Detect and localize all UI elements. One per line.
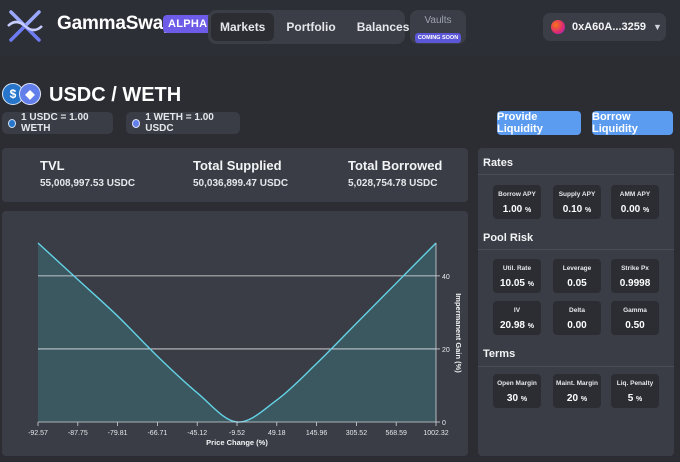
- pair-token-icons: $ ◆: [2, 83, 42, 105]
- vaults-label: Vaults: [424, 15, 452, 26]
- card-value: 0.00: [567, 320, 587, 331]
- card-value: 0.50: [625, 320, 645, 331]
- total-borrowed-label: Total Borrowed: [348, 158, 443, 173]
- delta-card: Delta 0.00: [553, 301, 601, 335]
- impermanent-gain-chart-panel: -92.57 -87.75 -79.81 -66.71 -45.12 -9.52 49.18…: [2, 211, 468, 456]
- weth-small-icon: [132, 118, 141, 128]
- usdc-weth-rate-chip: 1 USDC = 1.00 WETH: [2, 112, 113, 134]
- util-rate-card: Util. Rate 10.05 %: [493, 259, 541, 293]
- terms-heading: Terms: [483, 348, 516, 360]
- top-navigation-bar: GammaSwap ALPHA Markets Portfolio Balanc…: [0, 0, 680, 56]
- x-tick-label: 568.59: [385, 430, 407, 437]
- card-label: IV: [513, 307, 521, 314]
- supply-apy-card: Supply APY 0.10 %: [553, 185, 601, 219]
- total-supplied-label: Total Supplied: [193, 158, 282, 173]
- strike-px-card: Strike Px 0.9998: [611, 259, 659, 293]
- y-tick-label: 40: [442, 274, 450, 281]
- y-tick-label: 20: [442, 347, 450, 354]
- x-axis-label: Price Change (%): [206, 438, 268, 447]
- card-label: Supply APY: [558, 191, 596, 198]
- main-nav: Markets Portfolio Balances: [208, 10, 409, 44]
- x-tick-label: -66.71: [147, 430, 167, 437]
- card-label: Strike Px: [621, 265, 649, 272]
- tvl-value: 55,008,997.53 USDC: [40, 178, 136, 189]
- card-value: 20 %: [566, 393, 588, 404]
- rates-heading: Rates: [483, 157, 513, 169]
- amm-apy-card: AMM APY 0.00 %: [611, 185, 659, 219]
- card-label: Borrow APY: [498, 191, 536, 198]
- x-tick-label: -87.75: [68, 430, 88, 437]
- x-tick-label: -45.12: [187, 430, 207, 437]
- wallet-avatar: [551, 20, 565, 34]
- x-tick-label: -9.52: [229, 430, 245, 437]
- card-label: Leverage: [562, 265, 592, 272]
- x-tick-label: 145.96: [306, 430, 328, 437]
- card-value: 0.10 %: [562, 204, 592, 215]
- x-tick-label: 305.52: [346, 430, 368, 437]
- brand-name[interactable]: GammaSwap: [57, 13, 175, 34]
- y-tick-label: 0: [442, 420, 446, 427]
- card-value: 30 %: [506, 393, 528, 404]
- gamma-card: Gamma 0.50: [611, 301, 659, 335]
- rates-divider: [478, 174, 674, 175]
- x-tick-label: -79.81: [108, 430, 128, 437]
- x-tick-label: -92.57: [28, 430, 48, 437]
- leverage-card: Leverage 0.05: [553, 259, 601, 293]
- liq-penalty-card: Liq. Penalty 5 %: [611, 374, 659, 408]
- card-label: Liq. Penalty: [616, 380, 654, 387]
- borrow-liquidity-button[interactable]: Borrow Liquidity: [592, 111, 673, 135]
- iv-card: IV 20.98 %: [493, 301, 541, 335]
- terms-divider: [478, 366, 674, 367]
- card-value: 0.9998: [619, 278, 651, 289]
- impermanent-gain-chart[interactable]: -92.57 -87.75 -79.81 -66.71 -45.12 -9.52 49.18…: [2, 211, 468, 456]
- tvl-label: TVL: [40, 158, 65, 173]
- maint-margin-card: Maint. Margin 20 %: [553, 374, 601, 408]
- pool-risk-heading: Pool Risk: [483, 232, 534, 244]
- card-label: Maint. Margin: [556, 380, 598, 387]
- card-label: AMM APY: [619, 191, 651, 198]
- open-margin-card: Open Margin 30 %: [493, 374, 541, 408]
- weth-rate-text: 1 WETH = 1.00 USDC: [145, 112, 214, 134]
- card-label: Gamma: [623, 307, 647, 314]
- usdc-small-icon: [8, 118, 17, 128]
- gammaswap-logo-icon[interactable]: [6, 8, 44, 44]
- pool-risk-divider: [478, 249, 674, 250]
- card-value: 0.00 %: [620, 204, 650, 215]
- borrow-apy-card: Borrow APY 1.00 %: [493, 185, 541, 219]
- card-value: 5 %: [627, 393, 643, 404]
- card-label: Util. Rate: [502, 265, 532, 272]
- x-tick-label: 49.18: [268, 430, 286, 437]
- total-borrowed-value: 5,028,754.78 USDC: [348, 178, 438, 189]
- wallet-address: 0xA60A...3259: [572, 21, 646, 33]
- nav-vaults[interactable]: Vaults COMING SOON: [410, 10, 466, 44]
- pool-details-panel: Rates Borrow APY 1.00 % Supply APY 0.10 …: [478, 148, 674, 456]
- usdc-rate-text: 1 USDC = 1.00 WETH: [21, 112, 89, 134]
- pool-stats-panel: TVL 55,008,997.53 USDC Total Supplied 50…: [2, 148, 468, 202]
- pair-title: USDC / WETH: [49, 84, 182, 106]
- coming-soon-badge: COMING SOON: [414, 33, 462, 43]
- weth-usdc-rate-chip: 1 WETH = 1.00 USDC: [126, 112, 240, 134]
- nav-portfolio[interactable]: Portfolio: [286, 20, 336, 34]
- x-tick-label: 1002.32: [423, 430, 448, 437]
- card-value: 0.05: [567, 278, 587, 289]
- card-value: 20.98 %: [499, 320, 535, 331]
- total-supplied-value: 50,036,899.47 USDC: [193, 178, 289, 189]
- card-label: Open Margin: [497, 380, 537, 387]
- nav-markets[interactable]: Markets: [211, 13, 275, 41]
- chart-area-fill: [38, 243, 436, 423]
- weth-icon: ◆: [19, 83, 41, 105]
- provide-liquidity-button[interactable]: Provide Liquidity: [497, 111, 581, 135]
- card-value: 10.05 %: [499, 278, 535, 289]
- y-axis-label: Impermanent Gain (%): [454, 293, 463, 373]
- chevron-down-icon: ▼: [653, 22, 662, 32]
- alpha-badge: ALPHA: [163, 15, 213, 33]
- wallet-button[interactable]: 0xA60A...3259 ▼: [543, 13, 666, 41]
- nav-balances[interactable]: Balances: [356, 20, 410, 34]
- card-label: Delta: [569, 307, 585, 314]
- card-value: 1.00 %: [502, 204, 532, 215]
